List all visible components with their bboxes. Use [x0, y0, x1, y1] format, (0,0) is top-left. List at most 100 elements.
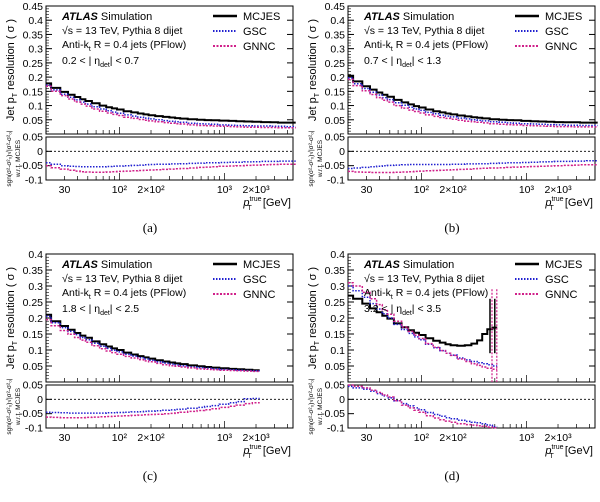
legend-label-mcjes: MCJES [243, 259, 280, 271]
eta-sub: det [100, 310, 110, 317]
main-ytick-label: 0.4 [28, 15, 43, 27]
energy-label: √s = 13 TeV, Pythia 8 dijet [62, 273, 183, 285]
main-ytick-label: 0.1 [330, 101, 345, 113]
xtick-label: 10² [112, 432, 128, 444]
atlas-label: ATLAS Simulation [61, 11, 152, 23]
ratio-ytick-label: 0 [37, 394, 43, 406]
ratio-ytick-label: 0.05 [325, 380, 346, 392]
eta-range-label: 3.2 < | ηdet| < 3.5 [364, 303, 441, 317]
jet-algo-sub: t [89, 294, 91, 301]
xtick-label: 2×10² [439, 184, 467, 196]
x-axis-label-sup: true [249, 196, 261, 203]
y-axis-label-rest: resolution ( σ ) [5, 19, 17, 93]
series-gsc [46, 84, 296, 128]
series-gnnc [46, 318, 260, 373]
x-axis-label: ptrue T [GeV] [544, 196, 593, 212]
ratio-plot-frame [45, 136, 294, 181]
atlas-label: ATLAS Simulation [363, 259, 454, 271]
x-axis-label-unit: [GeV] [562, 445, 593, 457]
jet-algo-label: Anti-kt R = 0.4 jets (PFlow) [364, 287, 488, 301]
xtick-label: 10² [414, 432, 430, 444]
jet-algo-rest: R = 0.4 jets (PFlow) [91, 39, 186, 51]
ratio-ytick-label: -0.05 [19, 160, 43, 172]
main-ytick-label: 0.1 [330, 345, 345, 357]
ratio-y-label-formula: sgn(σ²-σ²₀)√|σ²-σ²₀| [5, 130, 13, 186]
y-axis-label-sub: T [314, 340, 321, 345]
main-ytick-label: 0.45 [23, 1, 44, 13]
main-ytick-label: 0.35 [325, 265, 346, 277]
x-axis-label-p: p [242, 445, 249, 457]
legend-label-gnnc: GNNC [243, 289, 275, 301]
x-axis-label: ptrue T [GeV] [544, 444, 593, 460]
x-axis-label-unit: [GeV] [562, 197, 593, 209]
ratio-series-gsc [348, 385, 498, 428]
x-axis-label-sup: true [249, 444, 261, 451]
eta-sub: det [402, 62, 412, 69]
atlas-label: ATLAS Simulation [61, 259, 152, 271]
eta-range-text: 0.2 < | η [62, 55, 100, 67]
eta-tail: | < 0.7 [110, 55, 139, 67]
x-axis-label-unit: [GeV] [260, 197, 291, 209]
xtick-label: 10³ [519, 432, 535, 444]
panel-caption: (b) [444, 220, 459, 235]
main-ytick-label: 0.25 [325, 58, 346, 70]
series-gnnc [348, 282, 498, 370]
x-axis-label-p: p [544, 445, 551, 457]
main-ytick-label: 0.15 [325, 329, 346, 341]
energy-label: √s = 13 TeV, Pythia 8 dijet [364, 273, 485, 285]
atlas-label: ATLAS Simulation [363, 11, 454, 23]
jet-algo-name: Anti-k [62, 39, 90, 51]
series-gsc [348, 285, 498, 367]
y-axis-label: Jet pT resolution ( σ ) [307, 267, 321, 369]
xtick-label: 30 [361, 432, 373, 444]
eta-tail: | < 2.5 [110, 303, 139, 315]
ratio-ytick-label: 0.05 [23, 380, 44, 392]
legend-label-gnnc: GNNC [243, 41, 275, 53]
x-axis-label-p: p [544, 197, 551, 209]
jet-algo-rest: R = 0.4 jets (PFlow) [393, 39, 488, 51]
x-axis-label-sub: T [248, 205, 253, 212]
main-ytick-label: 0.3 [28, 281, 43, 293]
jet-algo-name: Anti-k [364, 39, 392, 51]
simulation-label: Simulation [98, 259, 152, 271]
x-axis-label-sup: true [551, 444, 563, 451]
x-axis-label-unit: [GeV] [260, 445, 291, 457]
panel-caption: (a) [143, 220, 157, 235]
main-ytick-label: 0.3 [28, 44, 43, 56]
y-axis-label: Jet pT resolution ( σ ) [307, 19, 321, 121]
eta-sub: det [402, 310, 412, 317]
series-gnnc [348, 78, 598, 128]
ratio-y-label-formula: sgn(σ²-σ²₀)√|σ²-σ²₀| [307, 130, 315, 186]
ratio-series-gsc [46, 160, 296, 168]
ratio-series-gsc [348, 160, 598, 170]
xtick-label: 2×10³ [242, 432, 270, 444]
legend-label-mcjes: MCJES [243, 11, 280, 23]
ratio-series-gnnc [348, 164, 598, 174]
eta-range-label: 0.2 < | ηdet| < 0.7 [62, 55, 139, 69]
ratio-y-label-formula: sgn(σ²-σ²₀)√|σ²-σ²₀| [307, 378, 315, 434]
legend-label-gsc: GSC [243, 274, 267, 286]
main-ytick-label: 0.35 [23, 265, 44, 277]
chart-panel-d: 0.05 0.1 0.15 0.2 0.25 0.3 0.35 0.4 -0.1 -0.05 0 0.… [307, 249, 596, 483]
x-axis-label: ptrue T [GeV] [242, 444, 291, 460]
main-ytick-label: 0.05 [23, 361, 44, 373]
ratio-ytick-label: -0.05 [321, 408, 345, 420]
legend-label-gsc: GSC [545, 26, 569, 38]
y-axis-label-main: Jet p [5, 97, 17, 121]
main-ytick-label: 0.15 [23, 329, 44, 341]
x-axis-label-sub: T [550, 205, 555, 212]
atlas-brand: ATLAS [61, 259, 99, 271]
ratio-plot-frame [45, 384, 294, 429]
y-axis-label-main: Jet p [5, 345, 17, 369]
jet-algo-sub: t [89, 46, 91, 53]
jet-algo-rest: R = 0.4 jets (PFlow) [393, 287, 488, 299]
y-axis-label-rest: resolution ( σ ) [5, 267, 17, 341]
ratio-ytick-label: -0.1 [327, 175, 345, 187]
main-ytick-label: 0.05 [325, 115, 346, 127]
ratio-ytick-label: -0.1 [327, 423, 345, 435]
main-ytick-label: 0.1 [28, 101, 43, 113]
xtick-label: 2×10² [137, 432, 165, 444]
eta-range-text: 3.2 < | η [364, 303, 402, 315]
energy-label: √s = 13 TeV, Pythia 8 dijet [364, 25, 485, 37]
main-ytick-label: 0.05 [325, 361, 346, 373]
